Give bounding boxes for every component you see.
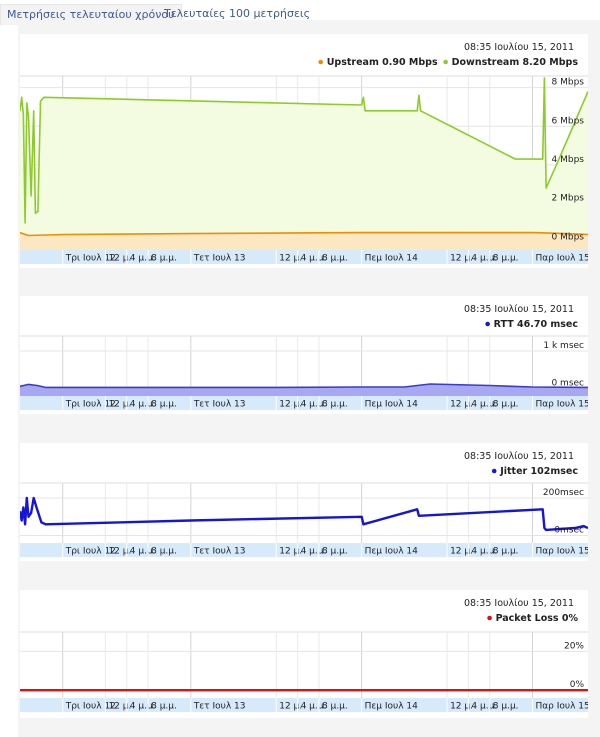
chart-0-y-tick-label-1: 6 Mbps [552,116,585,126]
chart-2-x-tick-label-5: 12 μ. [279,547,302,557]
chart-1-y-tick-label-0: 1 k msec [543,341,584,351]
chart-1-timestamp: 08:35 Ιουλίου 15, 2011 [464,304,574,315]
chart-3-x-tick-label-1: 12 μ. [108,702,131,712]
chart-2-x-tick-label-2: 4 μ.μ. [130,547,156,557]
chart-1-x-tick-label-5: 12 μ. [279,400,302,410]
chart-3-x-tick-label-3: 8 μ.μ. [151,702,177,712]
chart-1-x-tick-label-0: Τρι Ιουλ 12 [65,400,116,410]
chart-3-legend-dot-0 [487,615,492,621]
chart-2-timestamp: 08:35 Ιουλίου 15, 2011 [464,451,574,462]
chart-2-y-tick-label-1: 0msec [554,526,584,536]
chart-0-x-tick-label-1: 12 μ. [108,254,131,264]
chart-1-x-tick-label-12: Παρ Ιουλ 15 [535,400,588,410]
tab-last-100[interactable]: Τελευταίες 100 μετρήσεις [164,7,311,20]
chart-3-background [20,590,588,718]
chart-3-x-tick-label-11: 8 μ.μ. [493,702,519,712]
chart-3-x-tick-label-8: Πεμ Ιουλ 14 [365,702,419,712]
chart-0-x-tick-label-5: 12 μ. [279,254,302,264]
chart-0-upstream-area [20,232,588,250]
chart-0-x-tick-label-6: 4 μ.μ. [301,254,327,264]
chart-0-x-tick-label-12: Παρ Ιουλ 15 [535,254,588,264]
chart-2-x-tick-label-11: 8 μ.μ. [493,547,519,557]
chart-0-upstream-line [20,231,588,237]
chart-0-legend-dot-0 [318,59,324,65]
chart-1-x-tick-label-6: 4 μ.μ. [301,400,327,410]
chart-2-x-tick-label-3: 8 μ.μ. [151,547,177,557]
chart-3-y-tick-label-1: 0% [570,680,585,690]
chart-3-x-tick-label-5: 12 μ. [279,702,302,712]
chart-2-x-tick-label-0: Τρι Ιουλ 12 [65,547,116,557]
chart-3-x-tick-label-4: Τετ Ιουλ 13 [193,702,246,712]
chart-2-x-tick-label-4: Τετ Ιουλ 13 [193,547,246,557]
chart-0-legend-label-0: Upstream 0.90 Mbps [327,57,438,68]
chart-0-x-tick-label-4: Τετ Ιουλ 13 [193,254,246,264]
chart-0-x-tick-label-3: 8 μ.μ. [151,254,177,264]
tab-last-year[interactable]: Μετρήσεις τελευταίου χρόνου [0,4,182,25]
chart-3-x-tick-label-9: 12 μ. [450,702,473,712]
chart-3-y-tick-label-0: 20% [564,641,584,651]
chart-0-y-tick-label-3: 2 Mbps [552,194,585,204]
chart-3-x-axis-band [20,698,588,712]
chart-2-background [20,443,588,561]
chart-3-x-tick-label-10: 4 μ.μ. [471,702,497,712]
chart-1-x-tick-label-4: Τετ Ιουλ 13 [193,400,246,410]
chart-0-downstream-line [20,77,588,224]
chart-0-downstream-area [20,77,588,251]
chart-2-x-tick-label-12: Παρ Ιουλ 15 [535,547,588,557]
chart-2-y-tick-label-0: 200msec [543,488,584,498]
chart-3-x-tick-label-2: 4 μ.μ. [130,702,156,712]
chart-3-x-tick-label-12: Παρ Ιουλ 15 [535,702,588,712]
chart-3-timestamp: 08:35 Ιουλίου 15, 2011 [464,598,574,609]
chart-1-y-tick-label-1: 0 msec [551,379,584,389]
chart-1-rtt-line [20,383,588,389]
chart-2-legend-label-0: Jitter 102msec [499,466,578,477]
chart-1-x-tick-label-3: 8 μ.μ. [151,400,177,410]
chart-0-x-tick-label-0: Τρι Ιουλ 12 [65,254,116,264]
chart-0-y-tick-label-4: 0 Mbps [552,232,585,242]
chart-3-x-tick-label-7: 8 μ.μ. [322,702,348,712]
chart-2-jitter-line [20,496,588,532]
chart-1-legend-dot-0 [485,321,490,327]
chart-0-legend-label-1: Downstream 8.20 Mbps [452,57,579,68]
chart-2-legend-dot-0 [491,468,497,474]
chart-0-x-tick-label-2: 4 μ.μ. [130,254,156,264]
chart-0-x-tick-label-7: 8 μ.μ. [322,254,348,264]
chart-2-x-tick-label-7: 8 μ.μ. [322,547,348,557]
chart-1-legend-label-0: RTT 46.70 msec [494,319,578,330]
chart-2-x-tick-label-9: 12 μ. [450,547,473,557]
chart-2-x-tick-label-6: 4 μ.μ. [301,547,327,557]
chart-1-x-tick-label-1: 12 μ. [108,400,131,410]
chart-2-x-tick-label-8: Πεμ Ιουλ 14 [365,547,419,557]
chart-0-y-tick-label-0: 8 Mbps [552,78,585,88]
chart-1-x-tick-label-10: 4 μ.μ. [471,400,497,410]
chart-3-legend-label-0: Packet Loss 0% [496,613,579,624]
chart-0-x-tick-label-11: 8 μ.μ. [493,254,519,264]
chart-0-x-tick-label-8: Πεμ Ιουλ 14 [365,254,419,264]
chart-1-x-tick-label-7: 8 μ.μ. [322,400,348,410]
chart-0-x-tick-label-9: 12 μ. [450,254,473,264]
chart-3-x-tick-label-6: 4 μ.μ. [301,702,327,712]
chart-1-x-tick-label-9: 12 μ. [450,400,473,410]
chart-1-x-tick-label-8: Πεμ Ιουλ 14 [365,400,419,410]
chart-1-x-tick-label-11: 8 μ.μ. [493,400,519,410]
chart-1-x-tick-label-2: 4 μ.μ. [130,400,156,410]
chart-1-x-axis-band [20,396,588,410]
chart-2-x-tick-label-10: 4 μ.μ. [471,547,497,557]
chart-0-y-tick-label-2: 4 Mbps [552,155,585,165]
chart-0-timestamp: 08:35 Ιουλίου 15, 2011 [464,42,574,53]
chart-3-x-tick-label-0: Τρι Ιουλ 12 [65,702,116,712]
chart-0-x-tick-label-10: 4 μ.μ. [471,254,497,264]
chart-0-x-axis-band [20,250,588,264]
chart-1-rtt-area [20,384,588,396]
chart-2-x-tick-label-1: 12 μ. [108,547,131,557]
chart-0-legend-dot-1 [443,59,448,65]
bandwidth-chart: 8 Mbps 6 Mbps 4 Mbps 2 Mbps 0 Mbps Τρι Ιουλ 1… [20,34,588,268]
chart-2-x-axis-band [20,543,588,557]
tab-bar: Μετρήσεις τελευταίου χρόνου Τελευταίες 1… [0,0,600,26]
